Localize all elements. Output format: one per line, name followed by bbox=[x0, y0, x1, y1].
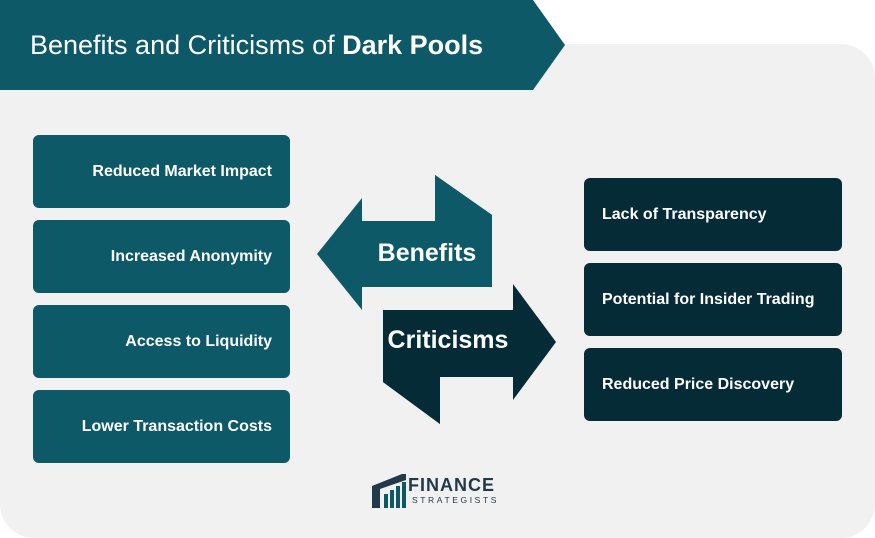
benefit-label: Lower Transaction Costs bbox=[81, 418, 272, 435]
benefit-box: Increased Anonymity bbox=[33, 220, 290, 293]
benefit-label: Reduced Market Impact bbox=[92, 163, 272, 180]
logo-icon bbox=[372, 474, 406, 508]
finance-strategists-logo: FINANCE STRATEGISTS bbox=[372, 470, 512, 510]
benefits-arrow-label: Benefits bbox=[377, 239, 477, 267]
criticism-label: Reduced Price Discovery bbox=[602, 376, 795, 393]
criticism-box: Potential for Insider Trading bbox=[584, 263, 842, 336]
arrows-graphic: Benefits Criticisms bbox=[310, 172, 565, 428]
page-title: Benefits and Criticisms of Dark Pools bbox=[30, 0, 483, 90]
benefit-label: Increased Anonymity bbox=[110, 248, 272, 265]
title-banner bbox=[0, 0, 565, 90]
criticism-box: Lack of Transparency bbox=[584, 178, 842, 251]
title-bold: Dark Pools bbox=[342, 30, 484, 60]
criticism-label: Lack of Transparency bbox=[602, 206, 767, 223]
benefit-box: Lower Transaction Costs bbox=[33, 390, 290, 463]
benefit-box: Access to Liquidity bbox=[33, 305, 290, 378]
criticism-box: Reduced Price Discovery bbox=[584, 348, 842, 421]
logo-name: FINANCE bbox=[408, 475, 495, 495]
benefit-box: Reduced Market Impact bbox=[33, 135, 290, 208]
criticisms-arrow-label: Criticisms bbox=[387, 326, 509, 354]
benefits-arrow-shape bbox=[317, 175, 492, 310]
criticisms-arrow-shape bbox=[383, 284, 556, 424]
criticism-label: Potential for Insider Trading bbox=[602, 291, 815, 308]
benefit-label: Access to Liquidity bbox=[125, 333, 272, 350]
arrows-svg bbox=[317, 175, 556, 424]
logo-tagline: STRATEGISTS bbox=[412, 495, 500, 505]
title-prefix: Benefits and Criticisms of bbox=[30, 30, 335, 60]
